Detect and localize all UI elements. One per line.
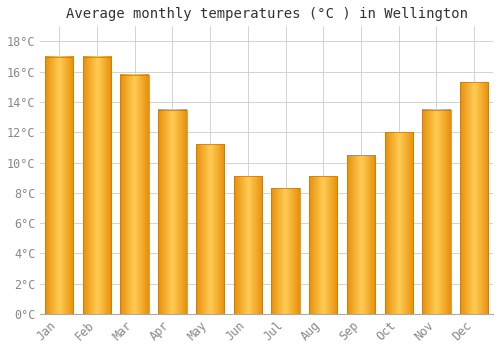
Title: Average monthly temperatures (°C ) in Wellington: Average monthly temperatures (°C ) in We… (66, 7, 468, 21)
